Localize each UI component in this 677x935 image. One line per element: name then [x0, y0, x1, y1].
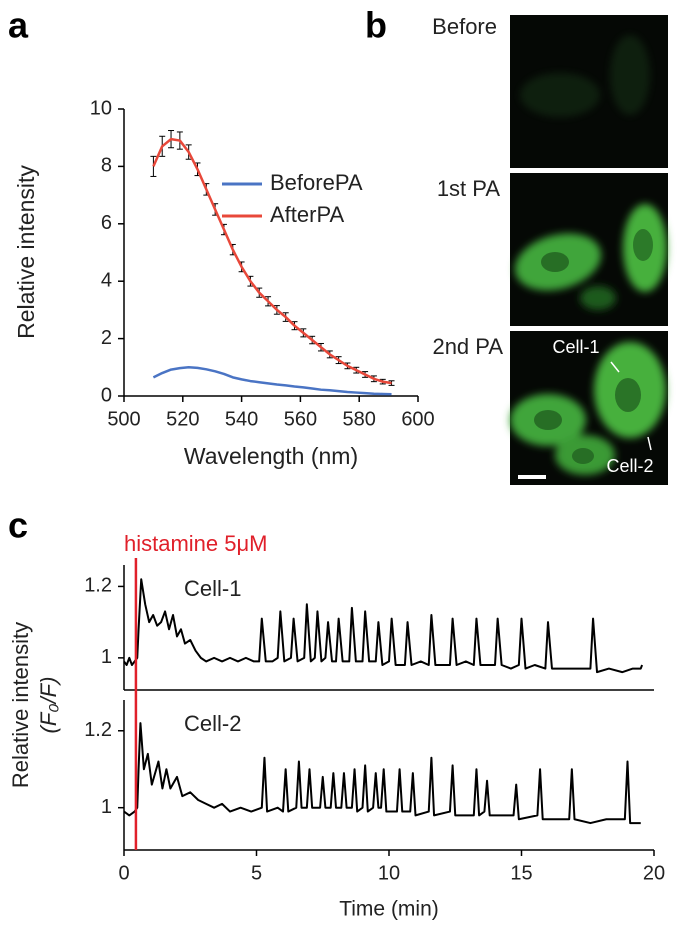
y-axis-label: Relative intensity [8, 622, 33, 788]
annotation-label: histamine 5μM [124, 531, 268, 556]
trace-label: Cell-1 [184, 576, 241, 601]
cells-faint [520, 35, 650, 117]
series-line [152, 366, 392, 396]
x-axis-label: Wavelength (nm) [184, 443, 358, 469]
x-tick-label: 15 [510, 862, 532, 884]
y-axis-label: (F₀/F) [36, 677, 61, 734]
y-tick-label: 6 [101, 212, 112, 234]
x-tick-label: 520 [166, 408, 199, 430]
y-tick-label: 8 [101, 155, 112, 177]
x-tick-label: 540 [225, 408, 258, 430]
x-axis-label: Time (min) [339, 898, 439, 921]
x-tick-label: 10 [378, 862, 400, 884]
x-tick-label: 560 [284, 408, 317, 430]
y-tick-label: 1 [101, 646, 112, 668]
y-tick-label: 1.2 [84, 719, 112, 741]
nucleus [633, 229, 653, 261]
trace-label: Cell-2 [184, 711, 241, 736]
series-line [152, 137, 392, 385]
row-label: 1st PA [437, 176, 501, 201]
y-tick-label: 10 [90, 97, 112, 119]
legend-label: BeforePA [270, 170, 363, 195]
nucleus [615, 378, 641, 412]
error-bar [388, 380, 395, 386]
cell-label: Cell-1 [552, 337, 599, 357]
x-tick-label: 580 [343, 408, 376, 430]
y-tick-label: 0 [101, 384, 112, 406]
row-label: 2nd PA [432, 334, 503, 359]
cell-label: Cell-2 [606, 456, 653, 476]
y-axis-label: Relative intensity [13, 165, 39, 339]
y-tick-label: 2 [101, 327, 112, 349]
x-tick-label: 20 [643, 862, 665, 884]
y-tick-label: 4 [101, 269, 112, 291]
y-tick-label: 1 [101, 796, 112, 818]
pointer [610, 361, 620, 373]
x-tick-label: 0 [118, 862, 129, 884]
y-tick-label: 1.2 [84, 575, 112, 597]
panel-letter: a [8, 5, 29, 46]
nucleus [572, 448, 594, 464]
x-tick-label: 500 [107, 408, 140, 430]
pointer [647, 436, 652, 451]
nucleus [534, 410, 562, 430]
row-label: Before [432, 14, 497, 39]
x-tick-label: 600 [401, 408, 434, 430]
trace-line [123, 722, 641, 825]
trace-line [123, 578, 644, 674]
x-tick-label: 5 [251, 862, 262, 884]
legend-label: AfterPA [270, 202, 345, 227]
panel-letter: c [8, 505, 28, 546]
panel-letter: b [365, 5, 387, 46]
nucleus [541, 252, 569, 272]
